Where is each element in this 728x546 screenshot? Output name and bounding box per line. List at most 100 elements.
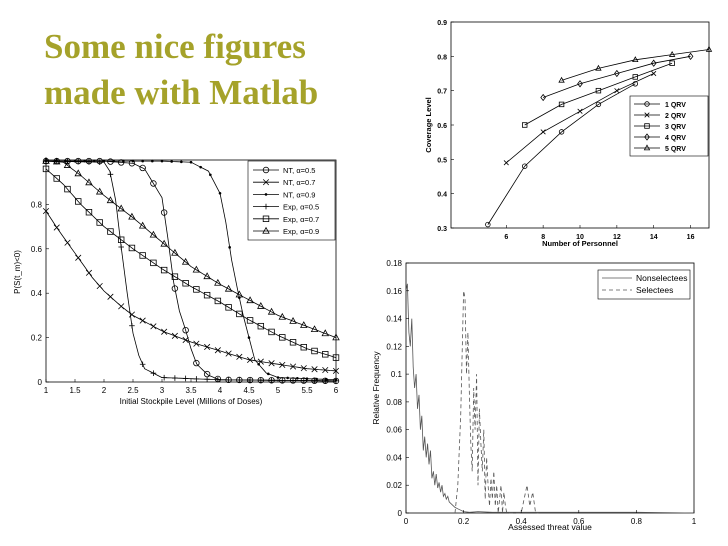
chart-a-point — [278, 312, 287, 320]
chart-a-point — [300, 377, 307, 384]
chart-a-point — [107, 171, 114, 178]
chart-a-point — [199, 165, 202, 169]
chart-a-point — [322, 366, 329, 374]
chart-a-point — [118, 244, 124, 250]
chart-a-point — [117, 159, 125, 166]
chart-a-point — [279, 377, 286, 384]
chart-a-point — [139, 252, 146, 259]
chart-a-point — [75, 158, 82, 165]
chart-a-ytick-label: 0.4 — [31, 289, 43, 298]
chart-a-point — [42, 156, 50, 164]
chart-a-point — [161, 328, 168, 335]
chart-a-legend-marker — [262, 179, 270, 186]
chart-a-point — [117, 204, 125, 212]
chart-a-point — [182, 375, 189, 382]
chart-a-point — [63, 161, 72, 168]
chart-a-point — [290, 377, 296, 384]
chart-a-legend-label: NT, α=0.9 — [283, 190, 315, 199]
chart-a-point — [289, 363, 297, 370]
chart-a-xtick-label: 1 — [44, 386, 49, 395]
chart-a-point — [75, 198, 82, 205]
chart-a-point — [235, 290, 244, 298]
chart-a-point — [246, 356, 254, 364]
chart-a-point — [139, 317, 146, 324]
chart-a-xtick-label: 6 — [334, 386, 339, 395]
chart-a-point — [246, 317, 254, 324]
chart-a-point — [102, 159, 106, 163]
chart-a-point — [151, 159, 154, 163]
chart-a-point — [289, 339, 297, 346]
chart-a-point — [128, 212, 136, 220]
chart-a-point — [95, 187, 104, 195]
chart-a-point — [106, 196, 115, 204]
chart-a-point — [258, 377, 264, 383]
chart-a-legend-label: Exp, α=0.7 — [283, 215, 319, 224]
chart-a-ytick-label: 0 — [38, 378, 43, 387]
chart-a-legend-marker — [263, 203, 269, 210]
chart-a-point — [139, 361, 146, 368]
chart-a-point — [131, 159, 135, 163]
chart-a-point — [161, 374, 167, 381]
chart-a-point — [150, 370, 157, 376]
chart-a-ytick-label: 0.2 — [31, 334, 43, 343]
chart-a-point — [332, 367, 340, 374]
chart-a-point — [96, 159, 103, 165]
chart-a-ylabel: P(S(t_m)<0) — [13, 250, 22, 294]
chart-a-point — [311, 366, 318, 373]
chart-a-point — [236, 377, 243, 383]
chart-a-point — [332, 333, 340, 341]
chart-a-point — [279, 361, 286, 368]
chart-a-point — [160, 159, 164, 163]
chart-a-point — [75, 254, 82, 261]
chart-a-point — [305, 377, 309, 380]
chart-a-point — [193, 359, 200, 367]
chart-a-point — [193, 376, 200, 382]
chart-a-point — [85, 178, 93, 186]
chart-a-xtick-label: 3.5 — [185, 386, 197, 395]
chart-a-point — [225, 377, 232, 383]
chart-a-point — [189, 160, 193, 164]
chart-a-point — [321, 329, 330, 337]
chart-a-xtick-label: 2.5 — [127, 386, 139, 395]
chart-a-series-line — [45, 168, 337, 358]
chart-a-point — [182, 280, 189, 287]
chart-a-point — [139, 164, 146, 172]
chart-a-point — [160, 209, 168, 216]
chart-a-point — [214, 297, 222, 305]
chart-a-point — [204, 376, 210, 383]
chart-a-point — [149, 230, 158, 238]
chart-a-xtick-label: 4 — [218, 386, 223, 395]
chart-a-point — [85, 209, 93, 216]
chart-a-point — [257, 322, 265, 330]
chart-a-legend: NT, α=0.5 NT, α=0.7 NT, α=0.9 Exp, α=0.5 Exp… — [247, 160, 336, 241]
chart-a-point — [296, 377, 299, 380]
chart-a-point — [247, 336, 251, 339]
chart-a-point — [150, 323, 157, 330]
chart-a-point — [286, 376, 289, 380]
chart-a-point — [332, 354, 340, 361]
chart-a-point — [209, 173, 212, 177]
chart-a-point — [150, 259, 157, 267]
chart-a-point — [171, 248, 179, 256]
chart-a-xtick-label: 4.5 — [243, 386, 255, 395]
chart-a-point — [311, 347, 318, 355]
chart-a-point — [64, 185, 71, 193]
chart-a-point — [214, 347, 221, 354]
chart-a-point — [300, 344, 307, 351]
chart-a-xtick-label: 3 — [160, 386, 165, 395]
slide-title: Some nice figures made with Matlab — [44, 27, 319, 112]
chart-a-point — [170, 160, 173, 163]
chart-a-xtick-label: 5.5 — [301, 386, 313, 395]
chart-a-point — [214, 278, 222, 286]
chart-a-point — [64, 239, 71, 246]
chart-a-point — [289, 316, 297, 324]
chart-a-point — [236, 310, 243, 318]
chart-a-xtick-label: 1.5 — [69, 386, 81, 395]
chart-a-point — [276, 376, 280, 379]
chart-a-point — [204, 343, 211, 351]
chart-a-point — [96, 282, 103, 290]
chart-a-point — [160, 239, 168, 247]
chart-a-point — [96, 219, 103, 226]
chart-a-point — [267, 372, 270, 376]
